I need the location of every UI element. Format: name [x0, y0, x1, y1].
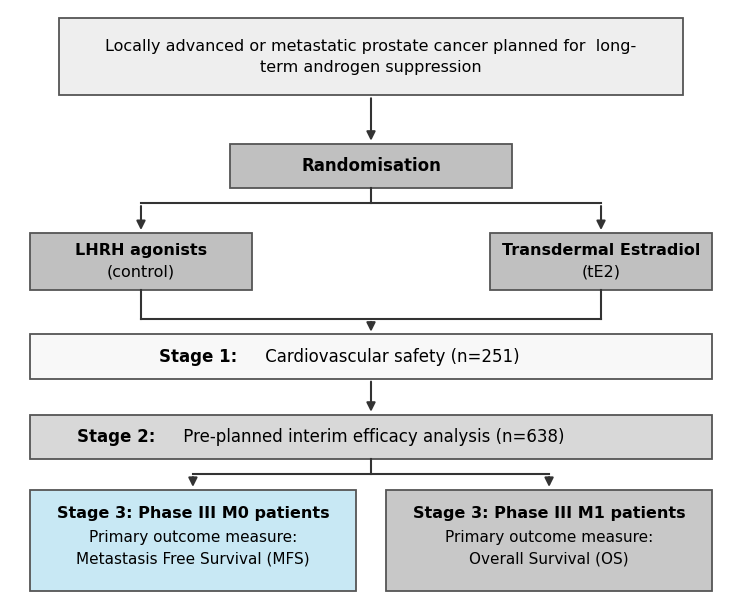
Text: Stage 3: Phase III M1 patients: Stage 3: Phase III M1 patients: [413, 506, 686, 521]
Text: Stage 2:: Stage 2:: [77, 428, 155, 446]
FancyBboxPatch shape: [30, 490, 356, 591]
Text: Stage 1:: Stage 1:: [159, 347, 237, 366]
FancyBboxPatch shape: [30, 334, 712, 379]
Text: Primary outcome measure:
Metastasis Free Survival (MFS): Primary outcome measure: Metastasis Free…: [76, 530, 309, 566]
Text: Stage 3: Phase III M0 patients: Stage 3: Phase III M0 patients: [56, 506, 329, 521]
FancyBboxPatch shape: [230, 144, 512, 188]
Text: Pre-planned interim efficacy analysis (n=638): Pre-planned interim efficacy analysis (n…: [178, 428, 565, 446]
Text: Transdermal Estradiol: Transdermal Estradiol: [502, 243, 700, 257]
FancyBboxPatch shape: [30, 233, 252, 290]
Text: Cardiovascular safety (n=251): Cardiovascular safety (n=251): [260, 347, 519, 366]
FancyBboxPatch shape: [30, 415, 712, 459]
FancyBboxPatch shape: [490, 233, 712, 290]
Text: (tE2): (tE2): [582, 265, 620, 280]
FancyBboxPatch shape: [59, 18, 683, 95]
Text: Randomisation: Randomisation: [301, 156, 441, 175]
Text: LHRH agonists: LHRH agonists: [75, 243, 207, 257]
FancyBboxPatch shape: [386, 490, 712, 591]
Text: Locally advanced or metastatic prostate cancer planned for  long-
term androgen : Locally advanced or metastatic prostate …: [105, 39, 637, 75]
Text: Primary outcome measure:
Overall Survival (OS): Primary outcome measure: Overall Surviva…: [445, 530, 653, 566]
Text: (control): (control): [107, 265, 175, 280]
